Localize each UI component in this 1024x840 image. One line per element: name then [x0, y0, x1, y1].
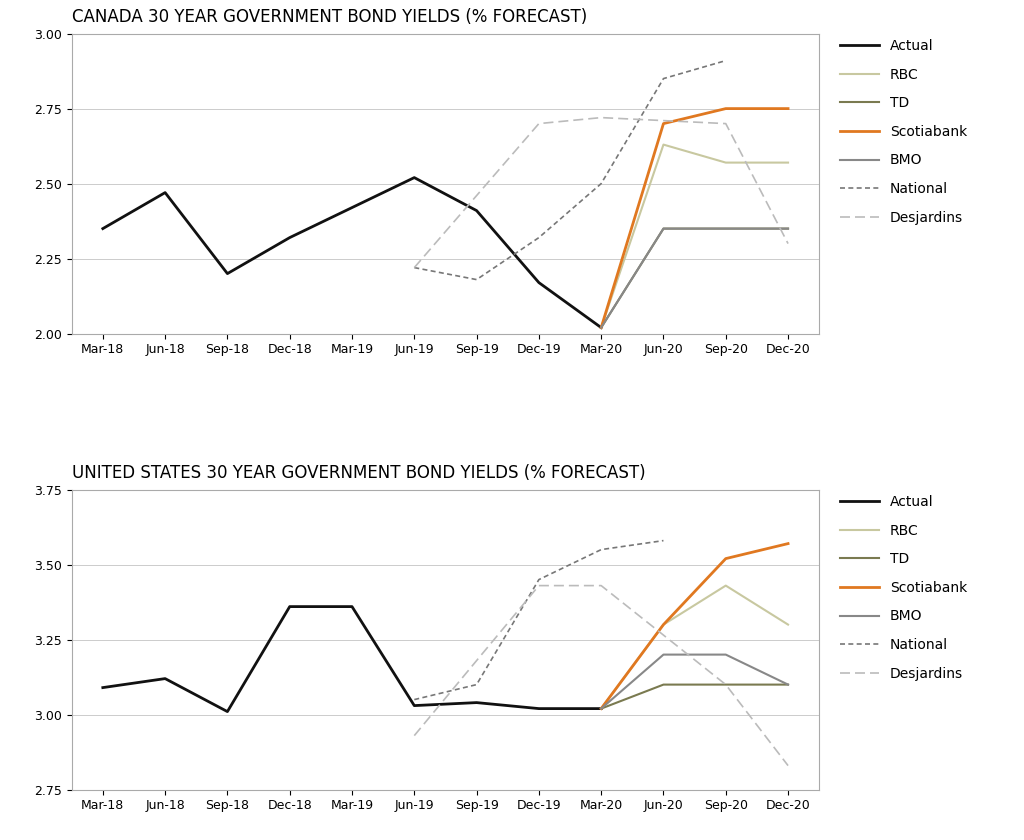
- Legend: Actual, RBC, TD, Scotiabank, BMO, National, Desjardins: Actual, RBC, TD, Scotiabank, BMO, Nation…: [835, 34, 973, 230]
- Text: UNITED STATES 30 YEAR GOVERNMENT BOND YIELDS (% FORECAST): UNITED STATES 30 YEAR GOVERNMENT BOND YI…: [72, 465, 645, 482]
- Text: CANADA 30 YEAR GOVERNMENT BOND YIELDS (% FORECAST): CANADA 30 YEAR GOVERNMENT BOND YIELDS (%…: [72, 8, 587, 27]
- Legend: Actual, RBC, TD, Scotiabank, BMO, National, Desjardins: Actual, RBC, TD, Scotiabank, BMO, Nation…: [835, 490, 973, 686]
